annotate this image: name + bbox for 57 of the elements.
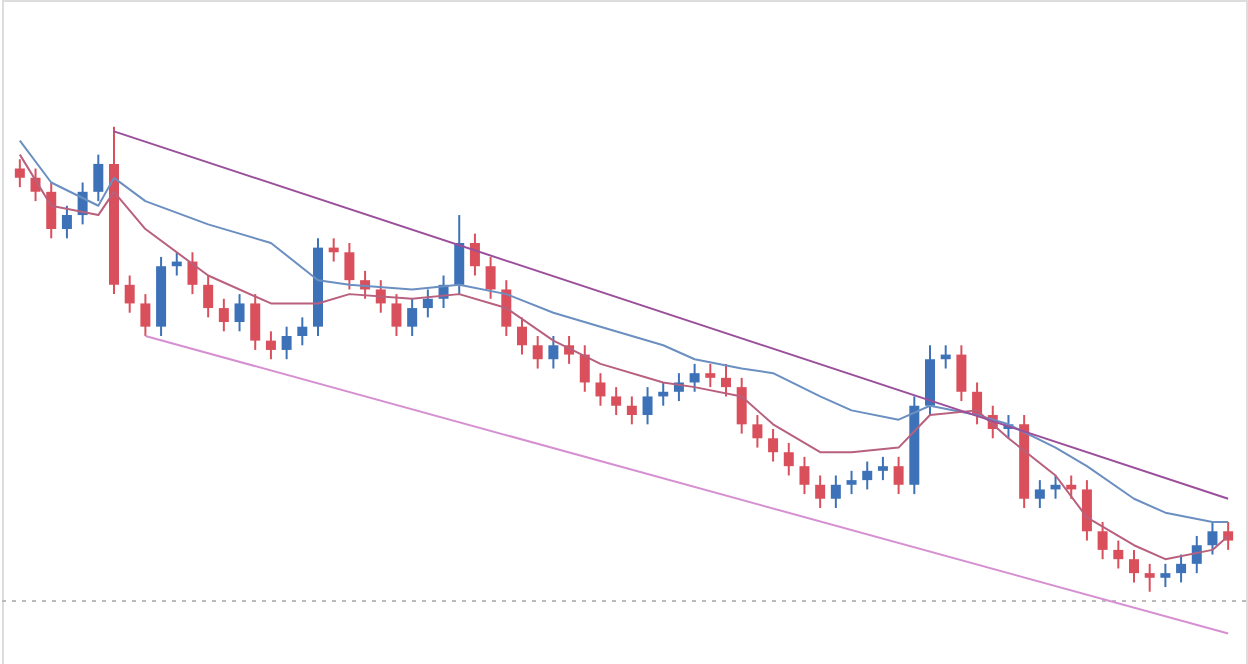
candlestick [344, 241, 355, 291]
candlestick [46, 181, 57, 240]
candlestick [391, 293, 402, 337]
candlestick [689, 362, 700, 393]
candlestick [407, 297, 418, 337]
candlestick [1223, 520, 1234, 551]
candlestick [626, 395, 637, 426]
candlestick [187, 251, 198, 296]
candlestick [234, 293, 245, 333]
candlestick [281, 325, 292, 361]
candlestick [548, 334, 559, 370]
candlestick [1097, 520, 1108, 561]
candlestick [297, 316, 308, 347]
candlestick [14, 158, 25, 189]
candlestick [642, 386, 653, 426]
candlestick [925, 344, 935, 417]
candlestick [846, 469, 857, 496]
candlestick [517, 316, 527, 356]
candlestick [485, 255, 496, 300]
candlestick [1176, 553, 1187, 584]
candlestick [595, 372, 606, 407]
candlestick [501, 279, 512, 337]
candlestick [862, 460, 873, 491]
candlestick [736, 376, 747, 435]
candlestick [140, 293, 151, 337]
candlestick [61, 204, 72, 240]
candlestick [815, 474, 826, 510]
candlestick [956, 344, 967, 403]
candlestick [532, 334, 543, 370]
candlestick [1129, 548, 1139, 584]
candlestick [783, 441, 794, 477]
candlestick [830, 474, 841, 510]
candlestick [1144, 562, 1155, 593]
candlestick [1113, 539, 1124, 570]
candlestick [799, 455, 810, 496]
candlestick [1160, 562, 1171, 589]
candlestick [579, 344, 590, 393]
candlestick [203, 274, 214, 319]
candlestick [1034, 479, 1045, 510]
candlestick [250, 293, 261, 351]
candlestick [1207, 520, 1218, 556]
candlestick [1081, 479, 1092, 542]
candlestick [265, 330, 276, 361]
candlestick [454, 214, 465, 296]
candlestick [422, 288, 433, 319]
candlestick [93, 153, 104, 203]
candlestick [124, 274, 135, 314]
candlestick [721, 362, 731, 398]
candlestick [893, 455, 904, 496]
candlestick [469, 232, 480, 277]
candlestick [768, 427, 779, 463]
candlestick [752, 414, 763, 449]
candlestick [218, 297, 229, 333]
candlestick [705, 362, 716, 389]
candlestick [611, 386, 622, 417]
candlestick [1191, 534, 1202, 575]
candlestick [877, 455, 888, 482]
